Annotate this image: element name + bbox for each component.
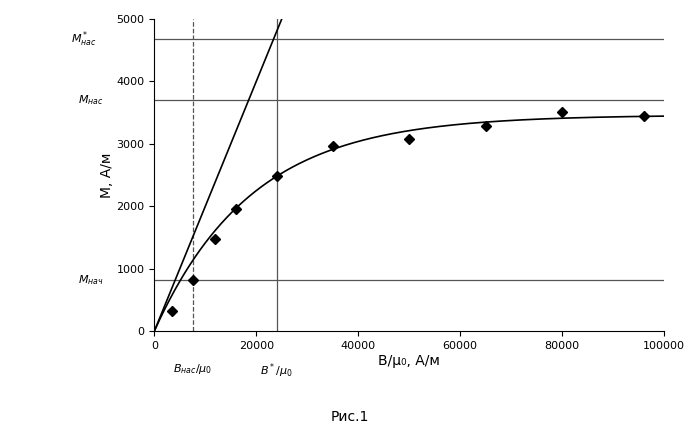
Text: Рис.1: Рис.1 bbox=[331, 410, 369, 424]
X-axis label: B/μ₀, А/м: B/μ₀, А/м bbox=[378, 354, 440, 368]
Text: $B^*/\mu_0$: $B^*/\mu_0$ bbox=[260, 362, 293, 380]
Text: $M_{нач}$: $M_{нач}$ bbox=[78, 273, 104, 287]
Text: $B_{нас}/\mu_0$: $B_{нас}/\mu_0$ bbox=[173, 362, 212, 376]
Text: $M^*_{нас}$: $M^*_{нас}$ bbox=[71, 29, 97, 49]
Text: $M_{нас}$: $M_{нас}$ bbox=[78, 93, 104, 107]
Y-axis label: M, А/м: M, А/м bbox=[99, 152, 113, 198]
